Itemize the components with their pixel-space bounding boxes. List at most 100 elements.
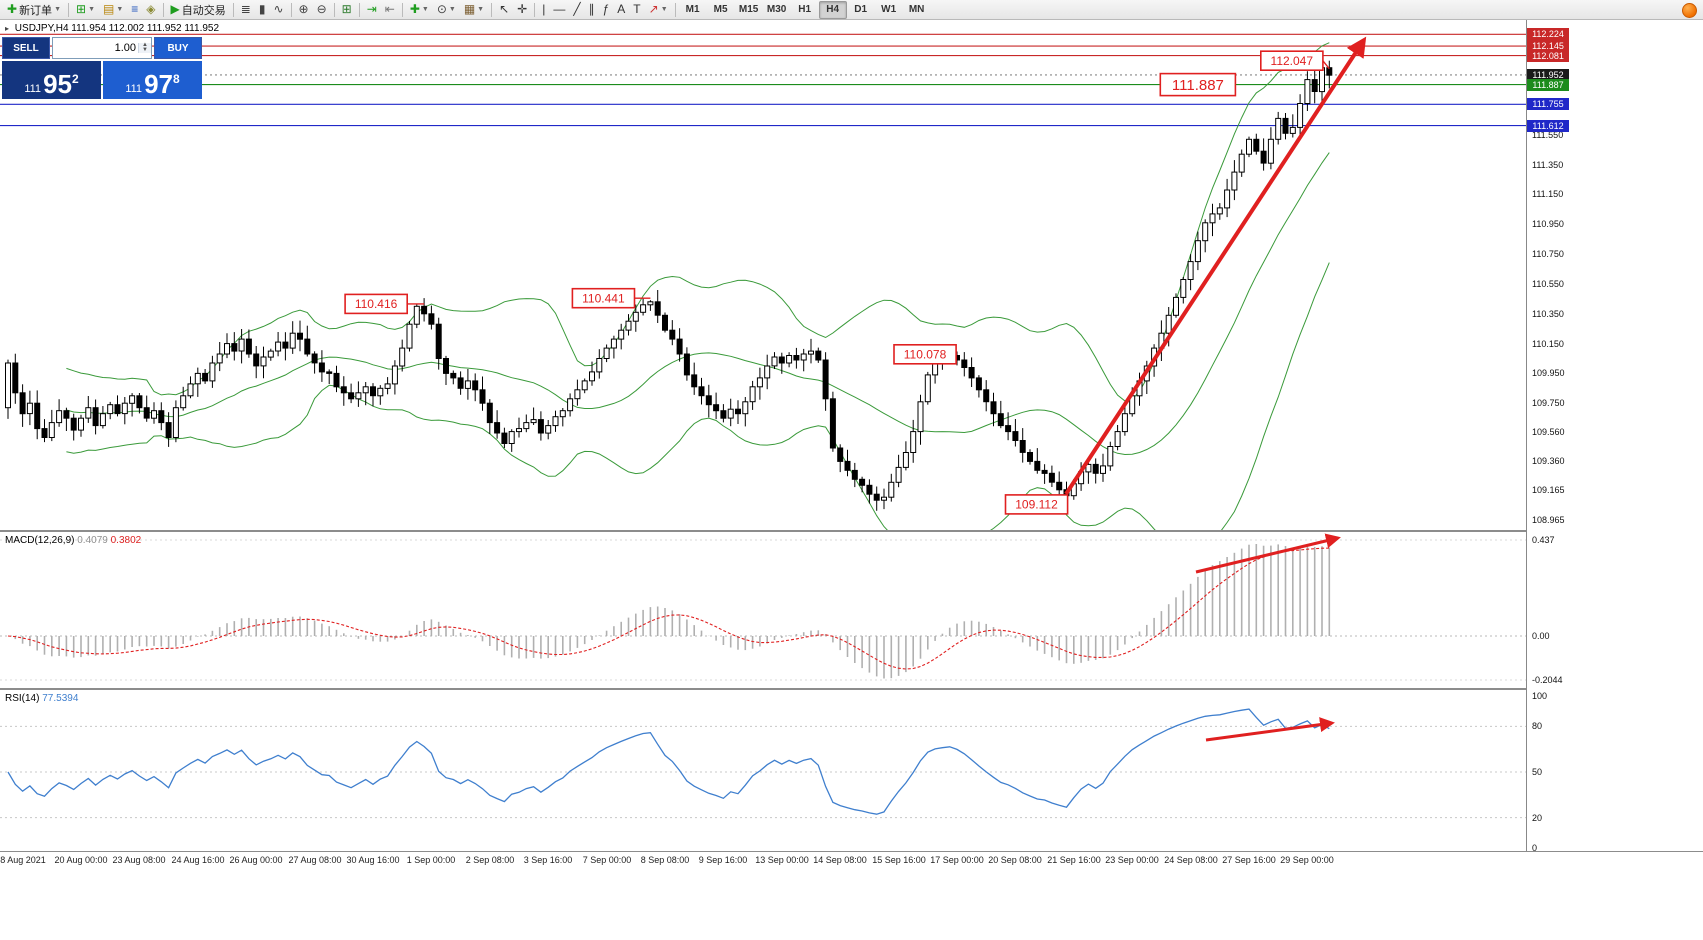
candle	[1282, 113, 1289, 140]
rsi-chart[interactable]	[0, 690, 1526, 850]
new-order-button[interactable]: ✚ 新订单 ▼	[3, 0, 65, 19]
arrows-button[interactable]: ↗ ▼	[645, 0, 672, 19]
candle	[705, 384, 712, 418]
price-annotation[interactable]: 112.047	[1260, 50, 1324, 72]
timeframe-m30-button[interactable]: M30	[766, 3, 787, 15]
price-axis-label: 111.150	[1532, 189, 1564, 199]
symbol-ohlc-label: USDJPY,H4 111.954 112.002 111.952 111.95…	[14, 23, 220, 34]
timeframe-m1-button[interactable]: M1	[685, 3, 700, 15]
line-chart-mode-button[interactable]: ∿	[269, 0, 287, 19]
buy-button[interactable]: BUY	[154, 37, 202, 59]
ask-price[interactable]: 111 97 8	[103, 61, 202, 99]
candle	[377, 385, 384, 405]
text-button[interactable]: A	[613, 0, 629, 19]
timeframe-m15-button[interactable]: M15	[738, 3, 759, 15]
templates-button[interactable]: ▦ ▼	[460, 0, 488, 19]
candle	[975, 375, 982, 398]
main-chart[interactable]: 110.416 110.441 110.078 109.112 111.887 112.0…	[0, 20, 1526, 530]
time-axis-label: 21 Sep 16:00	[1047, 855, 1101, 865]
price-annotation[interactable]: 110.416	[344, 293, 409, 315]
profiles-button[interactable]: ▤ ▼	[99, 0, 127, 19]
auto-scroll-button[interactable]: ⇥	[363, 0, 381, 19]
time-axis-label: 27 Sep 16:00	[1222, 855, 1276, 865]
trend-arrow[interactable]	[1064, 36, 1367, 496]
fibonacci-button[interactable]: ƒ	[599, 0, 614, 19]
vertical-line-button[interactable]: |	[538, 0, 549, 19]
market-watch-button[interactable]: ≡	[127, 0, 142, 19]
trend-arrow[interactable]	[1205, 717, 1335, 742]
new-chart-button[interactable]: ⊞ ▼	[72, 0, 99, 19]
mql5-community-icon[interactable]	[1682, 3, 1697, 18]
timeframe-h1-button[interactable]: H1	[798, 3, 812, 15]
macd-chart[interactable]	[0, 532, 1526, 688]
timeframe-w1-button[interactable]: W1	[881, 3, 897, 15]
bollinger-middle-band	[66, 152, 1330, 456]
volume-input[interactable]	[53, 41, 138, 55]
tile-windows-icon: ⊞	[341, 2, 352, 16]
auto-trading-button[interactable]: ▶ 自动交易	[167, 0, 230, 19]
candle	[654, 290, 661, 323]
crosshair-button[interactable]: ✛	[513, 0, 531, 19]
candle	[866, 479, 873, 504]
panel-splitter[interactable]	[0, 530, 1703, 532]
candle	[1114, 425, 1121, 451]
cursor-button[interactable]: ↖	[495, 0, 513, 19]
navigator-button[interactable]: ◈	[142, 0, 159, 19]
periods-button[interactable]: ⊙ ▼	[433, 0, 460, 19]
candle	[764, 354, 771, 390]
candle	[589, 361, 595, 386]
panel-splitter[interactable]	[0, 688, 1703, 690]
candle	[194, 367, 201, 397]
candle	[129, 393, 136, 417]
sell-button[interactable]: SELL	[2, 37, 50, 59]
zoom-out-button[interactable]: ⊖	[313, 0, 331, 19]
chart-shift-button[interactable]: ⇤	[381, 0, 399, 19]
candle	[1027, 449, 1033, 465]
candle	[559, 408, 566, 427]
candle	[457, 371, 464, 395]
new-order-label: 新订单	[19, 4, 53, 17]
trend-arrow[interactable]	[1195, 533, 1341, 574]
candle	[990, 392, 997, 427]
tile-windows-button[interactable]: ⊞	[338, 0, 356, 19]
timeframe-m5-button[interactable]: M5	[713, 3, 728, 15]
horizontal-line-button[interactable]: —	[549, 0, 569, 19]
equidistant-channel-button[interactable]: ∥	[585, 0, 599, 19]
text-label-button[interactable]: T	[629, 0, 644, 19]
time-axis[interactable]: 8 Aug 2021 20 Aug 00:00 23 Aug 08:00 24 Aug…	[0, 851, 1703, 869]
candle	[1311, 68, 1318, 104]
timeframe-h4-button[interactable]: H4	[818, 0, 847, 19]
indicators-icon: ✚	[409, 2, 420, 16]
time-axis-label: 27 Aug 08:00	[288, 855, 342, 865]
price-annotation[interactable]: 110.078	[893, 343, 957, 365]
candlestick-mode-button[interactable]: ▮	[255, 0, 270, 19]
chart-title-bar: ▸ USDJPY,H4 111.954 112.002 111.952 111.…	[5, 23, 219, 34]
volume-up-icon[interactable]: ▲	[139, 42, 151, 48]
candle	[523, 414, 530, 433]
bid-price[interactable]: 111 95 2	[2, 61, 101, 99]
chevron-down-icon: ▼	[421, 6, 429, 13]
candle	[1034, 448, 1041, 474]
timeframe-d1-button[interactable]: D1	[854, 3, 868, 15]
toolbar-separator	[162, 2, 164, 17]
candle	[260, 346, 267, 379]
volume-down-icon[interactable]: ▼	[139, 47, 151, 53]
trendline-button[interactable]: ╱	[569, 0, 584, 19]
price-annotation[interactable]: 109.112	[1004, 494, 1069, 515]
bar-chart-mode-button[interactable]: ≣	[237, 0, 255, 19]
one-click-toggle-icon[interactable]: ▸	[5, 24, 10, 33]
candle	[121, 397, 128, 425]
zoom-in-button[interactable]: ⊕	[295, 0, 313, 19]
time-axis-label: 8 Sep 08:00	[640, 855, 690, 865]
timeframe-mn-button[interactable]: MN	[908, 3, 925, 15]
price-annotation[interactable]: 110.441	[571, 287, 636, 309]
price-annotation[interactable]: 111.887	[1159, 72, 1237, 97]
volume-control[interactable]: ▲ ▼	[52, 37, 152, 59]
candle	[844, 449, 851, 477]
candle	[85, 396, 92, 423]
price-axis[interactable]	[1526, 20, 1703, 868]
indicators-button[interactable]: ✚ ▼	[406, 0, 433, 19]
candle	[391, 360, 398, 395]
